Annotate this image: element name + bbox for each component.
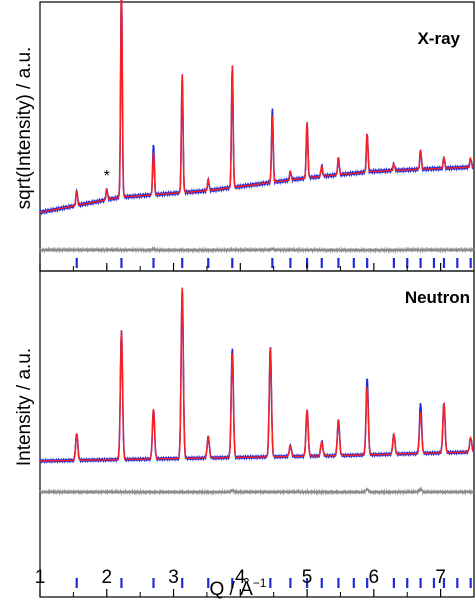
x-tick-label-4: 5: [302, 567, 313, 588]
xray-calculated-series: [39, 0, 475, 214]
xray-difference-series: [39, 245, 475, 254]
x-axis-label-main: Q / Å: [210, 579, 254, 600]
xray-panel-frame: [39, 1, 475, 272]
x-axis-label-sup: −1: [253, 576, 267, 590]
neutron-difference-series: [39, 486, 475, 496]
neutron-panel: Neutron Intensity / a.u.: [14, 270, 475, 598]
xray-panel: * X-ray sqrt(Intensity) / a.u.: [14, 0, 475, 272]
neutron-observed-series: [39, 288, 475, 465]
neutron-calculated-series: [39, 287, 475, 462]
x-tick-label-5: 6: [369, 567, 380, 588]
x-tick-label-6: 7: [435, 567, 446, 588]
x-tick-label-0: 1: [35, 567, 46, 588]
x-tick-label-3: 4: [235, 567, 246, 588]
x-axis-label: Q / Å−1: [210, 576, 267, 600]
xray-annotation-asterisk: *: [104, 168, 110, 185]
xray-ylabel: sqrt(Intensity) / a.u.: [14, 47, 35, 210]
x-tick-label-2: 3: [168, 567, 179, 588]
neutron-ylabel: Intensity / a.u.: [14, 348, 35, 466]
neutron-panel-frame: [39, 270, 475, 598]
x-tick-label-1: 2: [101, 567, 112, 588]
neutron-panel-label: Neutron: [405, 288, 470, 307]
xray-panel-label: X-ray: [417, 29, 460, 48]
